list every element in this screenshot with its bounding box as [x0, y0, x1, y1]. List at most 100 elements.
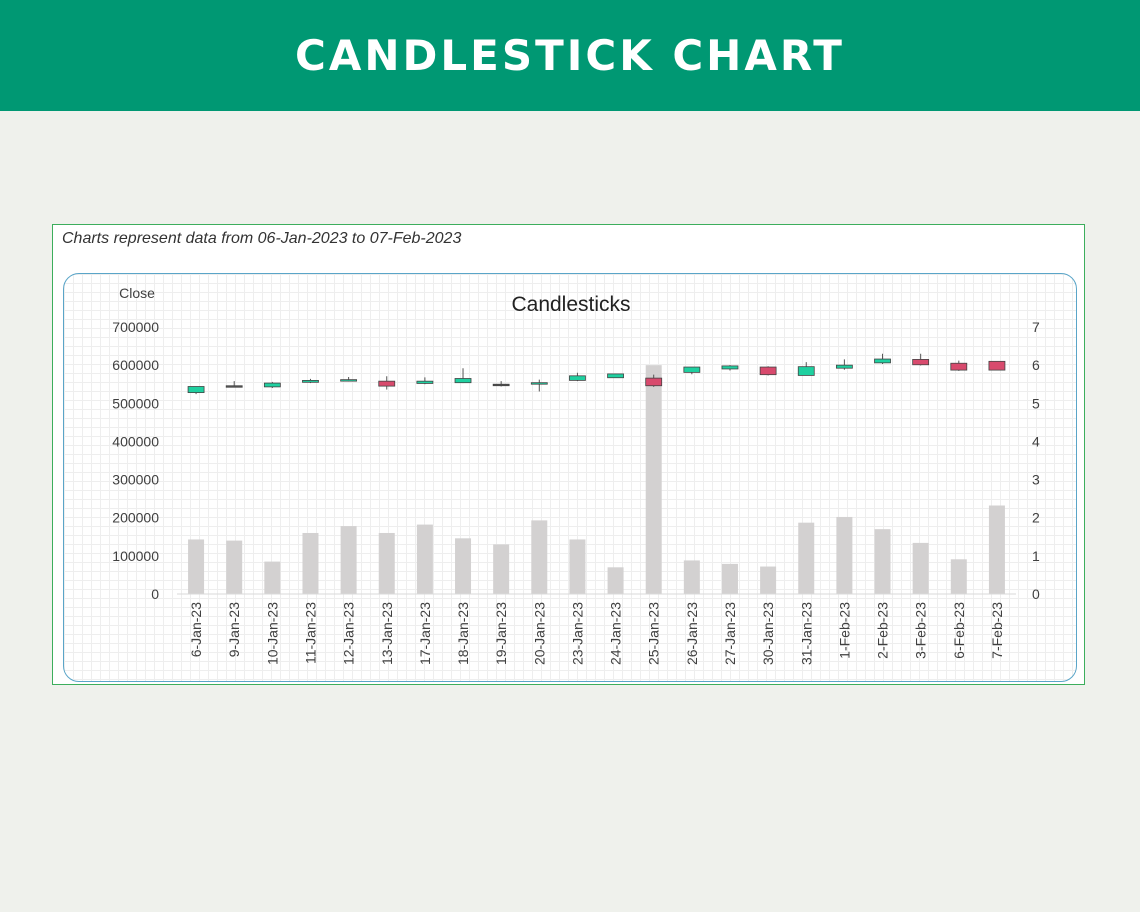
candle-body	[721, 365, 739, 370]
page-banner: CANDLESTICK CHART	[0, 0, 1140, 111]
y-tick-right: 4	[1032, 433, 1040, 449]
y-tick-left: 500000	[112, 395, 159, 411]
volume-bars	[188, 365, 1005, 594]
x-tick-label: 26-Jan-23	[684, 602, 700, 665]
candle-24-Jan-23	[607, 373, 624, 379]
candle-body	[950, 362, 968, 371]
x-tick-label: 30-Jan-23	[760, 602, 776, 665]
volume-bar-23-Jan-23	[569, 539, 586, 594]
candle-body	[530, 382, 548, 385]
chart-panel: Charts represent data from 06-Jan-2023 t…	[52, 224, 1085, 685]
candle-body	[187, 386, 205, 394]
chart-svg: 700000 600000 500000 400000 300000 200000 1000…	[112, 285, 1040, 665]
candle-2-Feb-23	[874, 353, 891, 364]
x-tick-label: 3-Feb-23	[913, 602, 929, 659]
volume-bar-13-Jan-23	[378, 532, 395, 594]
candle-body	[683, 366, 701, 373]
y-axis-label: Close	[119, 285, 155, 301]
x-tick-label: 11-Jan-23	[302, 602, 318, 664]
volume-bar-27-Jan-23	[721, 563, 738, 594]
y-tick-left: 0	[151, 586, 159, 602]
candle-body	[378, 380, 396, 387]
candle-26-Jan-23	[683, 366, 701, 375]
candle-body	[645, 377, 663, 387]
candle-11-Jan-23	[302, 378, 319, 384]
x-tick-label: 6-Jan-23	[188, 602, 204, 657]
x-tick-label: 2-Feb-23	[875, 602, 891, 659]
candle-body	[569, 375, 586, 381]
y-tick-left: 700000	[112, 319, 159, 335]
volume-bar-26-Jan-23	[683, 560, 700, 594]
y-tick-left: 600000	[112, 357, 159, 373]
candle-body	[912, 359, 930, 366]
x-tick-label: 7-Feb-23	[989, 602, 1005, 659]
x-tick-label: 13-Jan-23	[379, 602, 395, 665]
x-tick-label: 27-Jan-23	[722, 602, 738, 665]
x-tick-label: 10-Jan-23	[264, 602, 280, 665]
candle-6-Feb-23	[950, 360, 968, 371]
candle-body	[302, 380, 319, 383]
candle-7-Feb-23	[988, 360, 1006, 371]
x-tick-label: 19-Jan-23	[493, 602, 509, 665]
volume-bar-19-Jan-23	[493, 544, 510, 594]
volume-bar-20-Jan-23	[531, 520, 548, 594]
volume-bar-3-Feb-23	[912, 542, 929, 594]
y-axis-left-ticks: 700000 600000 500000 400000 300000 200000 1000…	[112, 319, 159, 602]
volume-bar-10-Jan-23	[264, 561, 281, 594]
candle-18-Jan-23	[454, 368, 472, 384]
x-tick-label: 23-Jan-23	[569, 602, 585, 665]
y-tick-right: 3	[1032, 472, 1040, 488]
y-tick-right: 0	[1032, 586, 1040, 602]
candle-17-Jan-23	[416, 377, 434, 385]
candle-3-Feb-23	[912, 353, 930, 366]
y-axis-right-ticks: 7 6 5 4 3 2 1 0	[1032, 319, 1040, 602]
candle-19-Jan-23	[492, 381, 510, 387]
y-tick-right: 1	[1032, 548, 1040, 564]
y-tick-left: 100000	[112, 548, 159, 564]
candle-9-Jan-23	[225, 381, 243, 388]
volume-bar-1-Feb-23	[836, 516, 853, 594]
candle-body	[492, 383, 510, 387]
volume-bar-31-Jan-23	[798, 522, 815, 594]
y-tick-left: 200000	[112, 510, 159, 526]
candle-body	[759, 366, 777, 376]
y-tick-left: 300000	[112, 472, 159, 488]
candle-body	[416, 380, 434, 384]
date-range-caption: Charts represent data from 06-Jan-2023 t…	[62, 230, 462, 247]
candle-12-Jan-23	[340, 376, 358, 382]
candle-body	[454, 378, 472, 384]
candle-10-Jan-23	[263, 381, 281, 389]
volume-bar-6-Feb-23	[950, 559, 967, 594]
candle-body	[225, 385, 243, 388]
x-axis-ticks: 6-Jan-23 9-Jan-23 10-Jan-23 11-Jan-23 12-Jan…	[188, 602, 1005, 665]
volume-bar-6-Jan-23	[188, 539, 205, 594]
candle-13-Jan-23	[378, 376, 396, 390]
candle-30-Jan-23	[759, 366, 777, 376]
x-tick-label: 31-Jan-23	[798, 602, 814, 665]
volume-bar-7-Feb-23	[988, 505, 1005, 594]
candle-6-Jan-23	[187, 386, 205, 395]
candle-body	[835, 364, 853, 369]
candlestick-chart: 700000 600000 500000 400000 300000 200000 1000…	[63, 273, 1077, 682]
volume-bar-2-Feb-23	[874, 529, 891, 594]
y-tick-right: 7	[1032, 319, 1040, 335]
candles	[187, 353, 1006, 395]
x-tick-label: 18-Jan-23	[455, 602, 471, 665]
volume-bar-12-Jan-23	[340, 526, 357, 594]
candle-body	[607, 373, 624, 379]
page-title: CANDLESTICK CHART	[295, 31, 845, 80]
y-tick-left: 400000	[112, 433, 159, 449]
x-tick-label: 25-Jan-23	[646, 602, 662, 665]
y-tick-right: 5	[1032, 395, 1040, 411]
x-tick-label: 6-Feb-23	[951, 602, 967, 659]
x-tick-label: 12-Jan-23	[341, 602, 357, 665]
candle-27-Jan-23	[721, 365, 739, 371]
candle-23-Jan-23	[569, 372, 586, 382]
candle-body	[797, 366, 815, 376]
candle-body	[263, 382, 281, 388]
candle-body	[340, 379, 358, 382]
volume-bar-30-Jan-23	[760, 566, 777, 594]
candle-body	[988, 360, 1006, 371]
x-tick-label: 24-Jan-23	[608, 602, 624, 665]
x-tick-label: 1-Feb-23	[836, 602, 852, 659]
